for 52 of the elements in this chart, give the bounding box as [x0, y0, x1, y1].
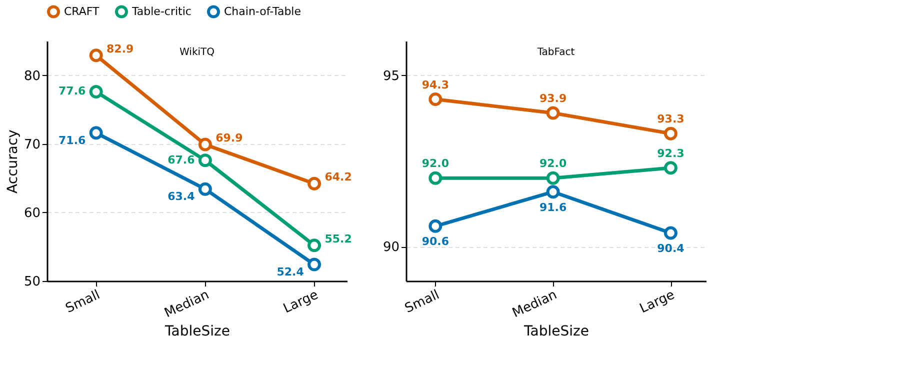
data-label: 55.2 [324, 232, 352, 246]
data-label: 93.9 [539, 92, 567, 105]
point [664, 226, 678, 240]
data-label: 92.0 [539, 157, 567, 170]
text: TabFact [536, 47, 575, 58]
y-tick-label: 50 [24, 274, 40, 290]
point [664, 161, 678, 175]
y-tick-label: 95 [382, 68, 400, 84]
point [308, 176, 322, 190]
x-axis-title: TableSize [164, 323, 230, 340]
point [89, 48, 103, 62]
point [428, 171, 442, 185]
point [428, 92, 442, 106]
y-tick-label: 70 [24, 137, 40, 152]
data-label: 69.9 [216, 132, 243, 145]
x-tick-label: Large [638, 288, 678, 317]
data-label: 93.3 [657, 112, 684, 126]
point [198, 138, 212, 152]
point [308, 258, 322, 272]
point [198, 154, 212, 168]
data-label: 90.4 [657, 242, 685, 255]
point [428, 219, 442, 233]
data-label: 91.6 [539, 200, 567, 214]
data-label: 67.6 [168, 153, 196, 166]
y-axis-title: Accuracy [4, 130, 21, 194]
text: WikiTQ [180, 47, 215, 58]
data-label: 52.4 [276, 266, 304, 279]
data-label: 77.6 [58, 84, 86, 98]
y-tick-label: 90 [382, 240, 400, 256]
x-axis-title: TableSize [523, 323, 589, 340]
data-label: 64.2 [324, 170, 352, 184]
legend-label: Table-critic [131, 4, 192, 18]
data-label: 63.4 [168, 190, 196, 204]
data-label: 82.9 [106, 42, 134, 56]
point [308, 238, 322, 252]
data-label: 90.6 [422, 235, 450, 248]
point [89, 126, 103, 140]
point [664, 126, 678, 140]
y-tick-label: 80 [24, 68, 40, 84]
data-label: 92.0 [422, 157, 450, 170]
point [546, 106, 560, 120]
y-tick-label: 60 [24, 206, 40, 221]
x-tick-label: Large [281, 288, 321, 317]
point [546, 171, 560, 185]
legend-label: Chain-of-Table [224, 4, 302, 18]
data-label: 71.6 [58, 134, 86, 147]
point [546, 185, 560, 199]
legend-label: CRAFT [64, 4, 100, 18]
point [89, 85, 103, 98]
point [198, 182, 212, 196]
data-label: 92.3 [657, 146, 684, 160]
data-label: 94.3 [422, 78, 449, 92]
